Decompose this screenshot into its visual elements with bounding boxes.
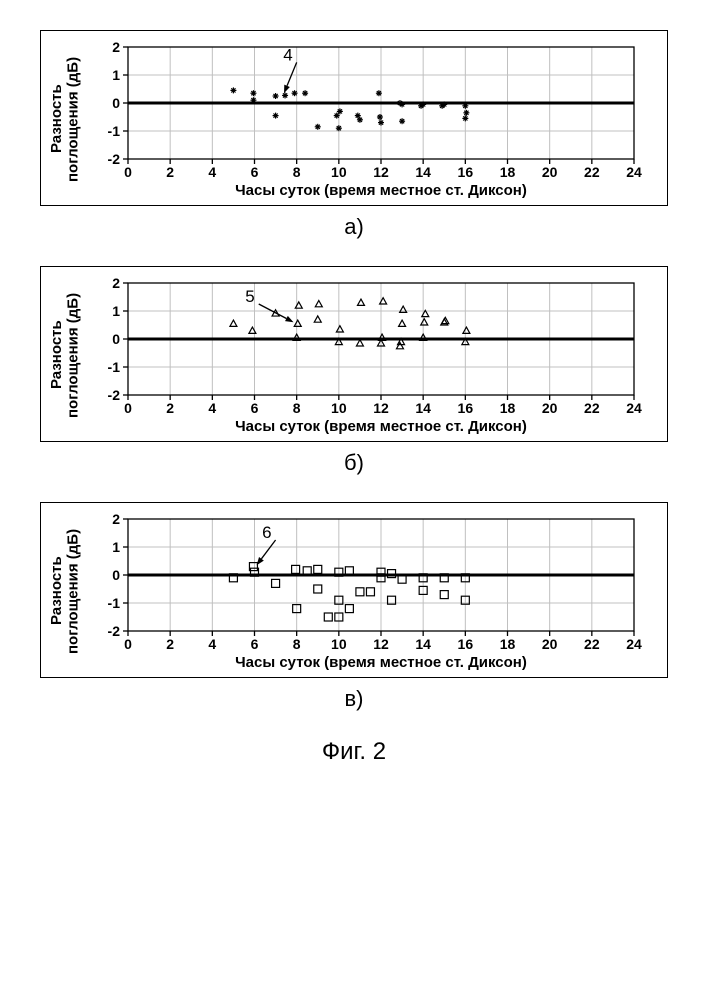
x-tick-label: 2 [166, 164, 174, 180]
x-axis-label: Часы суток (время местное ст. Диксон) [235, 654, 527, 671]
x-tick-label: 22 [584, 164, 600, 180]
chart-panel: Разностьпоглощения (дБ)02468101214161820… [40, 502, 668, 678]
panel-subcaption: в) [40, 686, 668, 712]
y-tick-label: -1 [108, 123, 121, 139]
x-tick-label: 22 [584, 636, 600, 652]
x-tick-label: 14 [415, 636, 431, 652]
marker-asterisk [376, 90, 382, 96]
y-tick-label: -2 [108, 151, 121, 167]
annotation-label: 4 [283, 45, 292, 64]
y-tick-label: 2 [112, 39, 120, 55]
x-tick-label: 0 [124, 164, 132, 180]
x-tick-label: 8 [293, 400, 301, 416]
x-tick-label: 16 [458, 636, 474, 652]
y-tick-label: 0 [112, 567, 120, 583]
x-tick-label: 10 [331, 636, 347, 652]
x-tick-label: 4 [208, 400, 216, 416]
x-tick-label: 6 [251, 400, 259, 416]
x-tick-label: 16 [458, 400, 474, 416]
x-tick-label: 14 [415, 400, 431, 416]
x-tick-label: 2 [166, 636, 174, 652]
x-tick-label: 24 [626, 400, 642, 416]
x-tick-label: 18 [500, 636, 516, 652]
y-tick-label: 2 [112, 511, 120, 527]
x-tick-label: 20 [542, 636, 558, 652]
x-tick-label: 14 [415, 164, 431, 180]
y-tick-label: 1 [112, 67, 120, 83]
x-tick-label: 0 [124, 636, 132, 652]
chart-svg: 024681012141618202224-2-1012Часы суток (… [84, 275, 644, 435]
x-tick-label: 6 [251, 636, 259, 652]
figure-2: Разностьпоглощения (дБ)02468101214161820… [40, 30, 668, 766]
y-tick-label: 1 [112, 303, 120, 319]
y-axis-label: Разностьпоглощения (дБ) [47, 39, 84, 199]
x-tick-label: 24 [626, 636, 642, 652]
x-tick-label: 4 [208, 164, 216, 180]
x-tick-label: 24 [626, 164, 642, 180]
x-tick-label: 8 [293, 636, 301, 652]
x-tick-label: 12 [373, 636, 389, 652]
y-tick-label: 0 [112, 331, 120, 347]
x-tick-label: 8 [293, 164, 301, 180]
x-tick-label: 20 [542, 400, 558, 416]
annotation-label: 6 [262, 523, 271, 542]
figure-caption: Фиг. 2 [40, 738, 668, 766]
y-axis-label: Разностьпоглощения (дБ) [47, 275, 84, 435]
x-tick-label: 16 [458, 164, 474, 180]
y-tick-label: 0 [112, 95, 120, 111]
x-tick-label: 6 [251, 164, 259, 180]
x-axis-label: Часы суток (время местное ст. Диксон) [235, 182, 527, 199]
x-tick-label: 4 [208, 636, 216, 652]
x-tick-label: 12 [373, 400, 389, 416]
x-tick-label: 18 [500, 164, 516, 180]
marker-asterisk [378, 120, 384, 126]
panel-subcaption: б) [40, 450, 668, 476]
y-tick-label: -1 [108, 595, 121, 611]
y-tick-label: -2 [108, 387, 121, 403]
chart-panel: Разностьпоглощения (дБ)02468101214161820… [40, 30, 668, 206]
marker-asterisk [441, 101, 447, 107]
chart-svg: 024681012141618202224-2-1012Часы суток (… [84, 39, 644, 199]
y-tick-label: -2 [108, 623, 121, 639]
x-tick-label: 10 [331, 400, 347, 416]
x-tick-label: 18 [500, 400, 516, 416]
y-tick-label: 2 [112, 275, 120, 291]
annotation-label: 5 [245, 287, 254, 306]
x-tick-label: 0 [124, 400, 132, 416]
x-tick-label: 22 [584, 400, 600, 416]
chart-svg: 024681012141618202224-2-1012Часы суток (… [84, 511, 644, 671]
y-axis-label: Разностьпоглощения (дБ) [47, 511, 84, 671]
panel-subcaption: а) [40, 214, 668, 240]
marker-asterisk [377, 114, 383, 120]
x-tick-label: 10 [331, 164, 347, 180]
chart-panel: Разностьпоглощения (дБ)02468101214161820… [40, 266, 668, 442]
y-tick-label: -1 [108, 359, 121, 375]
x-axis-label: Часы суток (время местное ст. Диксон) [235, 418, 527, 435]
x-tick-label: 20 [542, 164, 558, 180]
x-tick-label: 2 [166, 400, 174, 416]
y-tick-label: 1 [112, 539, 120, 555]
x-tick-label: 12 [373, 164, 389, 180]
